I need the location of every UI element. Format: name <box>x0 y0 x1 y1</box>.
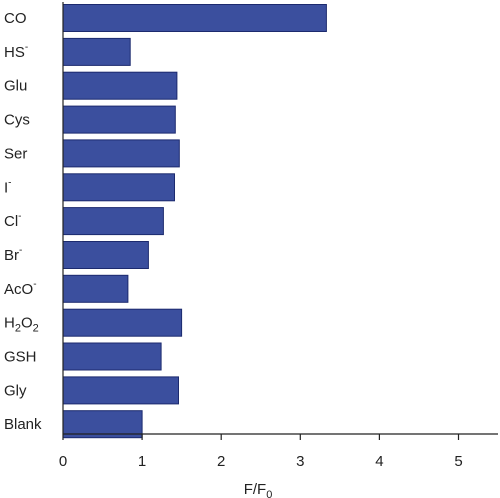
y-tick-label-glu: Glu <box>4 78 27 95</box>
bars-group <box>62 4 327 439</box>
y-tick-label-i: I- <box>4 177 12 196</box>
y-tick-labels: CO HS- Glu Cys Ser I- Cl- Br- AcO- H2O2 GSH Gly Blan… <box>4 10 42 433</box>
x-tick-label-5: 5 <box>454 453 462 470</box>
x-tick-label-4: 4 <box>375 453 383 470</box>
y-tick-label-hs: HS- <box>4 42 28 61</box>
y-tick-label-cys: Cys <box>4 112 30 129</box>
y-tick-label-aco: AcO- <box>4 279 37 298</box>
y-tick-label-h2o2: H2O2 <box>4 315 39 335</box>
x-tick-label-3: 3 <box>296 453 304 470</box>
y-tick-label-cl: Cl- <box>4 211 22 230</box>
y-tick-label-br: Br- <box>4 245 22 264</box>
x-ticks-group: 0 1 2 3 4 5 <box>59 434 463 470</box>
bar-aco <box>62 274 129 303</box>
x-tick-label-0: 0 <box>59 453 67 470</box>
bar-cl <box>62 207 164 236</box>
bar-glu <box>62 71 178 100</box>
bar-co <box>62 4 327 32</box>
y-tick-label-gsh: GSH <box>4 349 37 366</box>
bar-h2o2 <box>62 308 183 337</box>
bar-gsh <box>62 342 162 371</box>
bar-i <box>62 173 175 202</box>
bar-hs <box>62 37 131 66</box>
bar-ser <box>62 139 180 168</box>
x-tick-label-2: 2 <box>217 453 225 470</box>
x-axis-label: F/F0 <box>244 481 273 498</box>
y-tick-label-ser: Ser <box>4 145 27 162</box>
x-tick-label-1: 1 <box>138 453 146 470</box>
bar-br <box>62 241 149 269</box>
bar-cys <box>62 105 176 134</box>
bar-gly <box>62 376 179 405</box>
y-tick-label-co: CO <box>4 10 27 27</box>
axes-group <box>62 2 498 435</box>
y-tick-label-blank: Blank <box>4 416 42 433</box>
y-tick-label-gly: Gly <box>4 382 27 399</box>
